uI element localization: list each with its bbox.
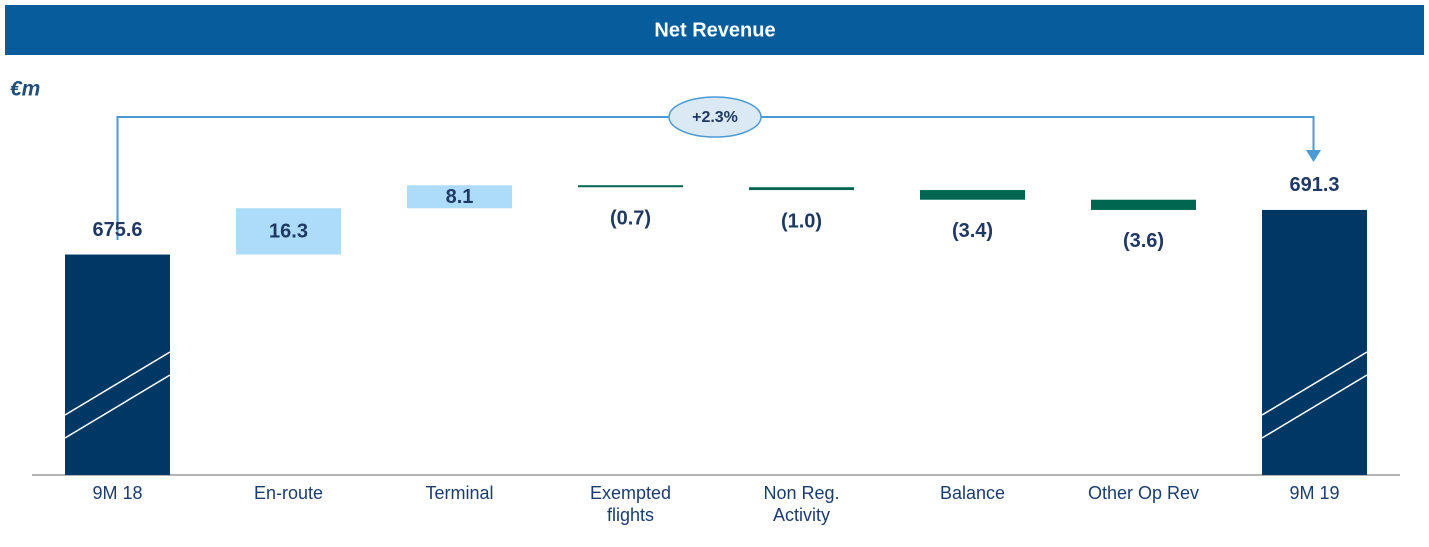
value-label: (1.0) xyxy=(781,210,822,232)
increase-bar xyxy=(407,185,512,209)
x-tick-label: Other Op Rev xyxy=(1087,483,1200,503)
arrow-head xyxy=(1306,150,1321,162)
value-label: 675.6 xyxy=(92,219,142,241)
unit-label: €m xyxy=(10,78,40,101)
axis-break xyxy=(64,374,171,439)
value-label: 691.3 xyxy=(1289,174,1339,196)
value-label: (3.6) xyxy=(1123,230,1164,252)
x-tick-label: Exempted flights xyxy=(589,483,672,525)
value-label: 16.3 xyxy=(269,221,308,243)
total-bar xyxy=(1262,209,1367,475)
decrease-bar xyxy=(1091,199,1196,210)
value-label: (3.4) xyxy=(952,220,993,242)
header-bar xyxy=(5,5,1424,55)
growth-bubble xyxy=(668,96,762,138)
axis-break xyxy=(1261,374,1368,439)
decrease-bar xyxy=(920,190,1025,200)
axis-break xyxy=(64,351,171,416)
value-label: (0.7) xyxy=(610,207,651,229)
decrease-bar xyxy=(578,185,683,188)
x-tick-label: 9M 19 xyxy=(1289,483,1340,503)
increase-bar xyxy=(236,208,341,255)
decrease-bar xyxy=(749,187,854,191)
x-tick-label: Balance xyxy=(939,483,1006,503)
growth-label: +2.3% xyxy=(692,109,738,126)
chart-title: Net Revenue xyxy=(654,19,775,41)
value-label: 8.1 xyxy=(446,186,474,208)
x-tick-label: Terminal xyxy=(425,483,494,503)
axis-break xyxy=(1261,351,1368,416)
total-bar xyxy=(65,254,170,475)
x-tick-label: En-route xyxy=(253,483,324,503)
x-tick-label: Non Reg. Activity xyxy=(763,483,840,525)
x-tick-label: 9M 18 xyxy=(92,483,143,503)
